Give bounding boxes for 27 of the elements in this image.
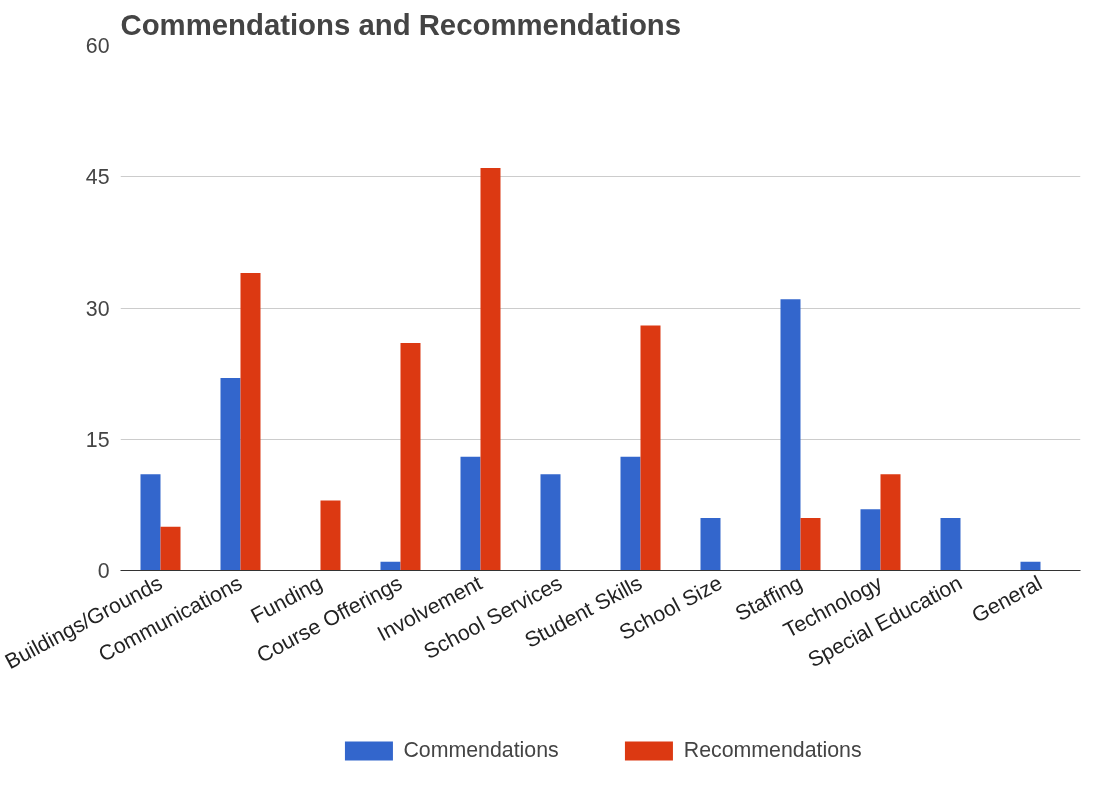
chart-title: Commendations and Recommendations (120, 7, 682, 41)
bar (620, 456, 641, 571)
y-tick-label: 30 (85, 296, 110, 321)
bar (1020, 561, 1041, 571)
bar (320, 500, 341, 571)
bar (540, 474, 561, 571)
y-tick-label: 45 (85, 165, 110, 190)
bar (480, 168, 501, 571)
bar (380, 561, 401, 571)
bar (400, 343, 421, 571)
bar (160, 526, 181, 571)
bar (640, 325, 661, 571)
legend-label: Recommendations (683, 737, 862, 763)
bar (880, 474, 901, 571)
bar (780, 299, 801, 571)
bar (220, 378, 241, 571)
bar (460, 456, 481, 571)
bar (860, 509, 881, 571)
y-tick-label: 60 (85, 34, 110, 58)
bar (140, 474, 161, 571)
bar (800, 518, 821, 571)
bar (240, 273, 261, 571)
y-tick-label: 0 (97, 559, 110, 583)
legend-label: Commendations (403, 737, 559, 763)
y-tick-label: 15 (85, 427, 110, 452)
bar (940, 518, 961, 571)
bar (700, 518, 721, 571)
